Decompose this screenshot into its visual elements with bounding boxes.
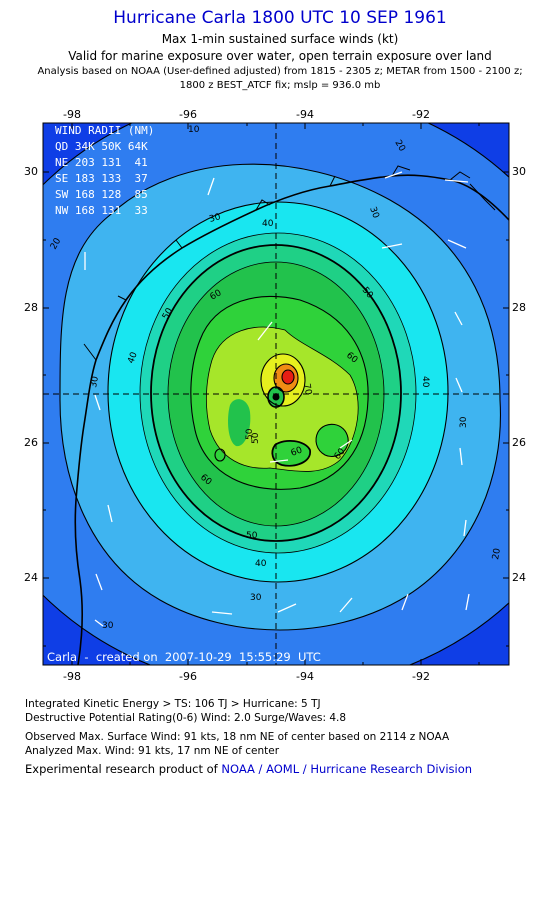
contour-label: 70 — [301, 383, 313, 396]
wind-field-map: -98 -96 -94 -92 -98 -96 -94 -92 30 28 26… — [24, 108, 526, 683]
wind-vector — [95, 573, 103, 591]
isotach-80 — [273, 363, 299, 393]
lon-tick-label-top: -94 — [296, 108, 314, 121]
contour-label: 30 — [102, 621, 114, 631]
isotach-70 — [260, 353, 306, 407]
wind-vector — [455, 377, 463, 393]
map-subtitle: Max 1-min sustained surface winds (kt) — [161, 32, 399, 46]
wind-vector — [107, 504, 113, 523]
wind-contours — [43, 123, 509, 665]
lat-tick-label-left: 28 — [24, 301, 38, 314]
isotach-90 — [281, 369, 295, 385]
contour-label: 10 — [188, 125, 200, 135]
isotach-65 — [205, 326, 359, 472]
wind-vector — [207, 177, 215, 196]
contour-label: 40 — [255, 559, 267, 569]
analysis-note: Analysis based on NOAA (User-defined adj… — [37, 66, 523, 77]
isotach-40 — [107, 201, 449, 583]
credit-line: Experimental research product of NOAA / … — [25, 762, 472, 776]
map-title: Hurricane Carla 1800 UTC 10 SEP 1961 — [113, 8, 447, 28]
wind-radii-row: SW 168 128 85 — [55, 188, 148, 201]
wind-vector — [211, 611, 233, 615]
isotach-small-loop — [214, 448, 226, 462]
contour-label: 40 — [262, 219, 274, 229]
wind-vectors — [84, 171, 470, 627]
coastline-bays — [83, 165, 496, 361]
contour-band-90 — [282, 370, 294, 384]
axis-labels: -98 -96 -94 -92 -98 -96 -94 -92 30 28 26… — [24, 108, 526, 683]
credit-link[interactable]: NOAA / AOML / Hurricane Research Divisio… — [221, 762, 473, 776]
lon-tick-label-top: -96 — [179, 108, 197, 121]
axis-ticks — [43, 123, 509, 665]
contour-low-pocket — [272, 440, 311, 466]
lat-tick-label-left: 26 — [24, 436, 38, 449]
contour-label: 30 — [208, 212, 222, 225]
wind-vector — [465, 593, 470, 611]
wind-vector — [401, 593, 409, 611]
wind-vector — [94, 394, 101, 411]
contour-label: 60 — [290, 445, 304, 458]
lon-tick-label-bottom: -98 — [63, 670, 81, 683]
storm-center-marker — [272, 393, 280, 401]
wind-vector — [257, 321, 273, 341]
contour-label: 20 — [491, 547, 503, 560]
wind-radii-row: NE 203 131 41 — [55, 156, 148, 169]
lon-tick-label-bottom: -92 — [412, 670, 430, 683]
wind-vector — [384, 171, 403, 179]
isotach-east-pocket — [315, 423, 349, 457]
lon-tick-label-bottom: -96 — [179, 670, 197, 683]
contour-value-labels: 10 20 20 20 30 30 30 30 30 30 40 40 40 4… — [49, 125, 503, 631]
wind-vector — [444, 179, 469, 183]
lon-tick-label-bottom: -94 — [296, 670, 314, 683]
wind-vector — [447, 239, 467, 249]
wind-radii-table: WIND RADII (NM) QD 34K 50K 64K NE 203 13… — [55, 124, 154, 217]
contour-label: 30 — [367, 206, 380, 220]
lon-tick-label-top: -92 — [412, 108, 430, 121]
isotach-low-pocket — [271, 439, 311, 467]
analyzed-max-wind: Analyzed Max. Wind: 91 kts, 17 nm NE of … — [25, 745, 280, 757]
lat-tick-label-right: 30 — [512, 165, 526, 178]
lat-tick-label-right: 28 — [512, 301, 526, 314]
contour-label: 50 — [251, 432, 261, 444]
contour-label: 50 — [245, 428, 255, 440]
contour-label: 30 — [250, 593, 262, 603]
isotach-30 — [59, 163, 502, 631]
fix-note: 1800 z BEST_ATCF fix; mslp = 936.0 mb — [179, 80, 381, 91]
lat-tick-label-left: 30 — [24, 165, 38, 178]
wind-vector — [94, 619, 104, 627]
lat-tick-label-left: 24 — [24, 571, 38, 584]
wind-vector — [454, 311, 463, 326]
lat-tick-label-right: 26 — [512, 436, 526, 449]
contour-eye-weak — [228, 399, 251, 447]
wind-radii-row: SE 183 133 37 — [55, 172, 148, 185]
ike-stat: Integrated Kinetic Energy > TS: 106 TJ >… — [25, 698, 321, 710]
wind-radii-title: WIND RADII (NM) — [55, 124, 154, 137]
contour-label: 40 — [420, 376, 430, 388]
wind-vector — [381, 243, 403, 249]
contour-label: 50 — [246, 531, 258, 541]
destructive-potential-stat: Destructive Potential Rating(0-6) Wind: … — [25, 712, 347, 724]
wind-vector — [339, 597, 353, 613]
lon-tick-label-top: -98 — [63, 108, 81, 121]
lat-tick-label-right: 24 — [512, 571, 526, 584]
wind-vector — [277, 603, 297, 613]
wind-radii-header: QD 34K 50K 64K — [55, 140, 148, 153]
wind-vector — [269, 459, 289, 463]
wind-vector — [463, 519, 467, 537]
map-footer: Carla - created on 2007-10-29 15:55:29 U… — [47, 650, 321, 664]
contour-label: 30 — [459, 416, 469, 428]
wind-vector — [459, 447, 463, 466]
contour-pocket-east — [316, 424, 349, 457]
credit-prefix: Experimental research product of — [25, 762, 222, 776]
isotach-45 — [139, 232, 417, 554]
validity-note: Valid for marine exposure over water, op… — [68, 49, 492, 63]
contour-label: 30 — [89, 375, 101, 388]
contour-label: 40 — [126, 351, 139, 365]
wind-vector — [339, 439, 353, 449]
wind-radii-row: NW 168 131 33 — [55, 204, 148, 217]
isotach-60 — [190, 295, 369, 490]
observed-max-wind: Observed Max. Surface Wind: 91 kts, 18 n… — [25, 731, 450, 743]
